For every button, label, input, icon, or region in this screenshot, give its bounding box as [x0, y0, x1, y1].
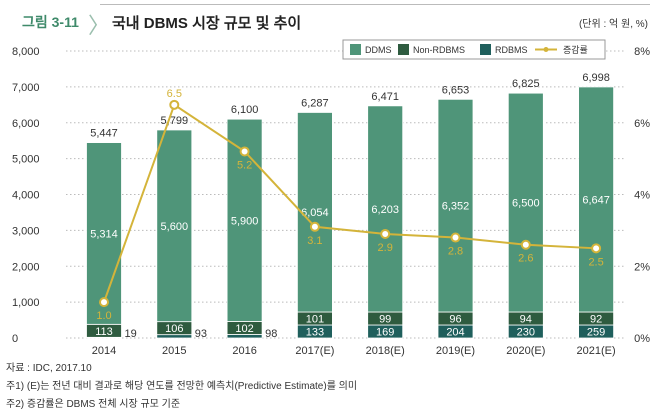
bar-ddms — [437, 98, 474, 313]
bar-ddms — [578, 86, 614, 313]
bar-value-label: 98 — [265, 328, 277, 340]
legend-label: 증감률 — [563, 44, 588, 55]
total-label: 6,287 — [301, 97, 329, 109]
bar-value-label: 204 — [446, 327, 464, 339]
legend-swatch — [398, 44, 409, 55]
x-tick-label: 2019(E) — [436, 345, 475, 357]
bar-ddms — [156, 129, 193, 323]
total-label: 6,471 — [371, 91, 399, 103]
growth-marker — [380, 228, 391, 239]
growth-marker — [309, 221, 320, 232]
y-tick-label: 0 — [12, 333, 18, 345]
bar-value-label: 6,203 — [371, 204, 399, 216]
x-tick-label: 2014 — [92, 345, 116, 357]
bar-value-label: 106 — [165, 323, 183, 335]
y-tick-label: 1,000 — [12, 297, 40, 309]
bar-value-label: 6,054 — [301, 207, 329, 219]
y2-tick-label: 0% — [634, 333, 650, 345]
y-tick-label: 3,000 — [12, 225, 40, 237]
x-tick-label: 2017(E) — [295, 345, 334, 357]
growth-label: 2.8 — [448, 246, 463, 258]
bar-value-label: 99 — [379, 314, 391, 326]
chart-title: 국내 DBMS 시장 규모 및 추이 — [112, 15, 302, 32]
bar-ddms — [507, 92, 544, 313]
chevron-icon: 〉 — [88, 13, 111, 38]
total-label: 6,825 — [512, 78, 540, 90]
bar-value-label: 6,352 — [442, 201, 470, 213]
legend-swatch — [480, 44, 491, 55]
y2-tick-label: 4% — [634, 190, 650, 202]
total-label: 6,653 — [442, 84, 470, 96]
growth-marker — [450, 232, 461, 243]
total-label: 5,799 — [161, 115, 189, 127]
growth-label: 1.0 — [96, 310, 111, 322]
bar-value-label: 96 — [449, 314, 461, 326]
x-tick-label: 2021(E) — [577, 345, 616, 357]
figure-label: 그림 3-11 — [22, 14, 79, 30]
header-rule — [100, 4, 650, 5]
bar-value-label: 6,500 — [512, 198, 540, 210]
y-tick-label: 7,000 — [12, 82, 40, 94]
y2-tick-label: 2% — [634, 261, 650, 273]
y-tick-label: 2,000 — [12, 261, 40, 273]
growth-label: 2.5 — [588, 256, 603, 268]
bar-value-label: 92 — [590, 314, 602, 326]
bar-value-label: 230 — [517, 327, 535, 339]
growth-marker — [99, 297, 109, 308]
bar-value-label: 101 — [306, 314, 324, 326]
growth-label: 2.6 — [518, 253, 533, 265]
bar-rdbms — [226, 334, 263, 339]
growth-marker — [239, 146, 250, 157]
bar-value-label: 133 — [306, 327, 324, 339]
y-tick-label: 5,000 — [12, 154, 40, 166]
unit-label: (단위 : 억 원, %) — [578, 19, 648, 30]
total-label: 6,100 — [231, 104, 259, 116]
growth-line — [103, 103, 597, 303]
legend-label: RDBMS — [495, 45, 528, 55]
growth-label: 6.5 — [167, 88, 182, 100]
bar-ddms — [86, 142, 122, 325]
footnote-1: 주1) (E)는 전년 대비 결과로 해당 연도를 전망한 예측치(Predic… — [6, 381, 358, 392]
total-label: 5,447 — [90, 128, 118, 140]
legend-label: DDMS — [365, 45, 392, 55]
bar-value-label: 259 — [587, 327, 605, 339]
x-tick-label: 2018(E) — [366, 345, 405, 357]
source-note: 자료 : IDC, 2017.10 — [6, 363, 92, 374]
bar-value-label: 6,647 — [582, 194, 610, 206]
x-tick-label: 2020(E) — [506, 345, 545, 357]
legend-swatch — [350, 44, 361, 55]
legend-marker — [543, 47, 549, 52]
growth-marker — [520, 239, 531, 250]
total-label: 6,998 — [582, 72, 610, 84]
bar-ddms — [367, 105, 404, 313]
bar-value-label: 94 — [520, 314, 532, 326]
bar-ddms — [296, 112, 333, 313]
x-tick-label: 2015 — [162, 345, 186, 357]
y-tick-label: 8,000 — [12, 46, 40, 58]
bar-value-label: 19 — [125, 328, 137, 340]
y2-tick-label: 8% — [634, 46, 650, 58]
footnote-2: 주2) 증감률은 DBMS 전체 시장 규모 기준 — [6, 399, 181, 410]
y-tick-label: 4,000 — [12, 190, 40, 202]
growth-label: 3.1 — [307, 235, 322, 247]
growth-label: 2.9 — [378, 242, 393, 254]
y-tick-label: 6,000 — [12, 118, 40, 130]
growth-marker — [591, 243, 602, 254]
growth-label: 5.2 — [237, 159, 252, 171]
bar-value-label: 5,314 — [90, 228, 118, 240]
x-tick-label: 2016 — [232, 345, 256, 357]
bar-value-label: 93 — [195, 328, 207, 340]
growth-marker — [169, 99, 180, 110]
bar-value-label: 113 — [95, 326, 113, 338]
bar-value-label: 169 — [376, 327, 394, 339]
bar-value-label: 5,900 — [231, 215, 259, 227]
y2-tick-label: 6% — [634, 118, 650, 130]
bar-value-label: 102 — [235, 323, 253, 335]
legend-label: Non-RDBMS — [413, 45, 465, 55]
bar-value-label: 5,600 — [161, 221, 189, 233]
